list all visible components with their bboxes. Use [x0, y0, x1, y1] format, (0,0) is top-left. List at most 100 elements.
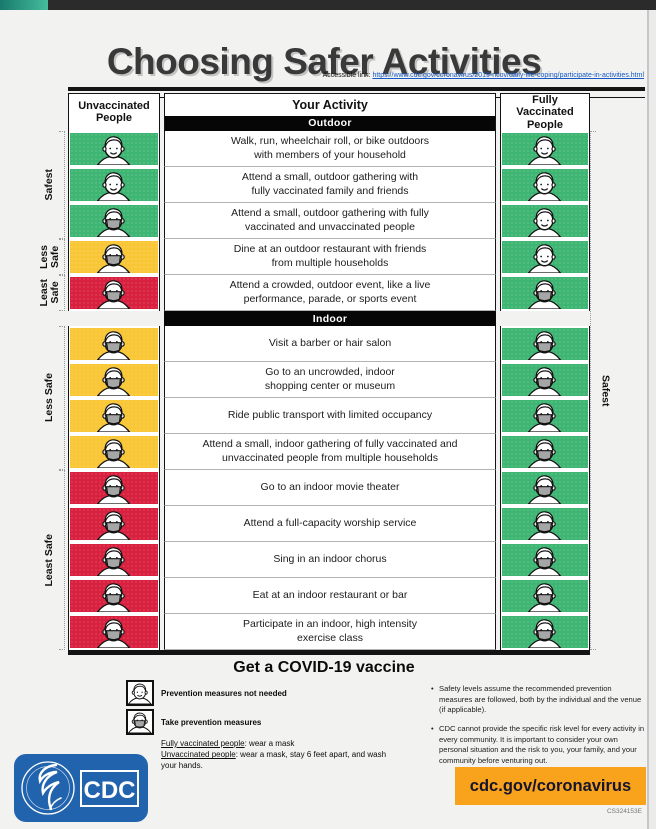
unvaccinated-risk-cell	[68, 434, 160, 470]
vaccinated-risk-cell	[500, 506, 590, 542]
rule-2-rest: : wear a mask, stay 6 feet apart, and wa…	[161, 750, 387, 771]
cdc-url-text: cdc.gov/coronavirus	[469, 776, 632, 795]
masked-face-icon	[528, 367, 562, 396]
masked-face-icon	[97, 619, 131, 648]
activity-row: Participate in an indoor, high intensity…	[68, 614, 590, 650]
unvaccinated-risk-cell	[68, 542, 160, 578]
legend-no-mask-label: Prevention measures not needed	[161, 688, 287, 698]
risk-label-outdoor-least-safe: Least Safe	[37, 275, 65, 311]
accessible-link-label: Accessible link:	[322, 72, 371, 79]
cdc-hhs-logo: CDC	[14, 754, 148, 822]
masked-face-icon	[97, 511, 131, 540]
risk-chip	[502, 364, 588, 396]
risk-chip	[70, 328, 158, 360]
table-header-row: Unvaccinated People Your Activity Outdoo…	[68, 93, 590, 132]
activity-label: Sing in an indoor chorus	[273, 552, 387, 565]
activity-label: Attend a small, outdoor gathering with f…	[241, 170, 419, 197]
face-icon	[528, 136, 562, 165]
risk-chip	[70, 277, 158, 309]
activity-label: Go to an uncrowded, indoor shopping cent…	[264, 365, 396, 392]
masked-face-icon	[97, 244, 131, 273]
masked-face-icon	[528, 619, 562, 648]
masked-face-icon	[528, 280, 562, 309]
risk-chip	[70, 580, 158, 612]
risk-chip	[502, 580, 588, 612]
risk-chip	[70, 400, 158, 432]
risk-chip	[502, 544, 588, 576]
face-icon	[528, 244, 562, 273]
accessible-link-line: Accessible link: https://www.cdc.gov/cor…	[0, 72, 644, 79]
hhs-seal-icon	[21, 761, 75, 815]
masked-face-icon	[528, 403, 562, 432]
masked-face-icon	[528, 583, 562, 612]
note-item: CDC cannot provide the specific risk lev…	[431, 724, 646, 767]
unvaccinated-risk-cell	[68, 398, 160, 434]
risk-chip	[502, 169, 588, 201]
teal-accent	[0, 0, 48, 10]
unvaccinated-risk-cell	[68, 470, 160, 506]
masked-face-icon	[528, 547, 562, 576]
unvaccinated-risk-cell	[68, 167, 160, 203]
risk-chip	[502, 400, 588, 432]
group-bracket	[59, 275, 65, 311]
unvaccinated-risk-cell	[68, 239, 160, 275]
vaccine-heading: Get a COVID-19 vaccine	[233, 659, 415, 676]
unvaccinated-column-header: Unvaccinated People	[68, 93, 160, 132]
activity-row: Attend a small, indoor gathering of full…	[68, 434, 590, 470]
notes-list: Safety levels assume the recommended pre…	[431, 684, 646, 774]
unvaccinated-risk-cell	[68, 131, 160, 167]
face-icon	[97, 172, 131, 201]
unvaccinated-risk-cell	[68, 578, 160, 614]
risk-chip	[70, 169, 158, 201]
risk-chip	[502, 277, 588, 309]
vaccinated-risk-cell	[500, 326, 590, 362]
section-bar-label: Outdoor	[308, 117, 352, 130]
masked-face-icon	[528, 475, 562, 504]
risk-chip	[70, 133, 158, 165]
vaccinated-risk-cell	[500, 203, 590, 239]
page-edge-shadow	[647, 10, 656, 829]
masked-face-icon	[97, 475, 131, 504]
vaccinated-risk-cell	[500, 275, 590, 311]
section-bar-outdoor: Outdoor	[165, 115, 495, 131]
activity-row: Visit a barber or hair salon	[68, 326, 590, 362]
activity-row: Attend a small, outdoor gathering with f…	[68, 203, 590, 239]
unvaccinated-risk-cell	[68, 362, 160, 398]
risk-chip	[502, 205, 588, 237]
risk-chip	[70, 544, 158, 576]
risk-chip	[502, 133, 588, 165]
vaccinated-risk-cell	[500, 434, 590, 470]
vaccinated-risk-cell	[500, 614, 590, 650]
risk-chip	[70, 472, 158, 504]
activity-label: Dine at an outdoor restaurant with frien…	[233, 242, 427, 269]
rule-1-rest: : wear a mask	[244, 739, 295, 748]
masked-face-icon	[97, 583, 131, 612]
note-item: Safety levels assume the recommended pre…	[431, 684, 646, 716]
cdc-url-bar: cdc.gov/coronavirus	[455, 767, 646, 805]
masked-face-icon	[97, 280, 131, 309]
masked-face-icon	[528, 331, 562, 360]
risk-chip	[70, 241, 158, 273]
risk-label-indoor-least-safe: Least Safe	[37, 470, 65, 650]
masked-face-icon	[128, 712, 152, 733]
unvaccinated-risk-cell	[68, 275, 160, 311]
vaccinated-risk-cell	[500, 398, 590, 434]
activity-label: Ride public transport with limited occup…	[227, 408, 433, 421]
risk-chip	[502, 328, 588, 360]
vaccinated-risk-cell	[500, 167, 590, 203]
table-body: Walk, run, wheelchair roll, or bike outd…	[68, 131, 590, 650]
group-bracket	[59, 326, 65, 470]
masked-face-icon	[97, 403, 131, 432]
activity-row: Attend a full-capacity worship service	[68, 506, 590, 542]
vaccinated-risk-cell	[500, 362, 590, 398]
risk-label-indoor-less-safe: Less Safe	[37, 326, 65, 470]
activity-label: Attend a small, outdoor gathering with f…	[231, 206, 429, 233]
legend-mask-label: Take prevention measures	[161, 717, 262, 727]
risk-chip	[502, 508, 588, 540]
activity-row: Attend a small, outdoor gathering with f…	[68, 167, 590, 203]
accessible-link-url[interactable]: https://www.cdc.gov/coronavirus/2019-nco…	[372, 72, 644, 79]
activity-row: Sing in an indoor chorus	[68, 542, 590, 578]
activity-label: Walk, run, wheelchair roll, or bike outd…	[230, 134, 430, 161]
your-activity-header: Your Activity	[292, 97, 368, 112]
